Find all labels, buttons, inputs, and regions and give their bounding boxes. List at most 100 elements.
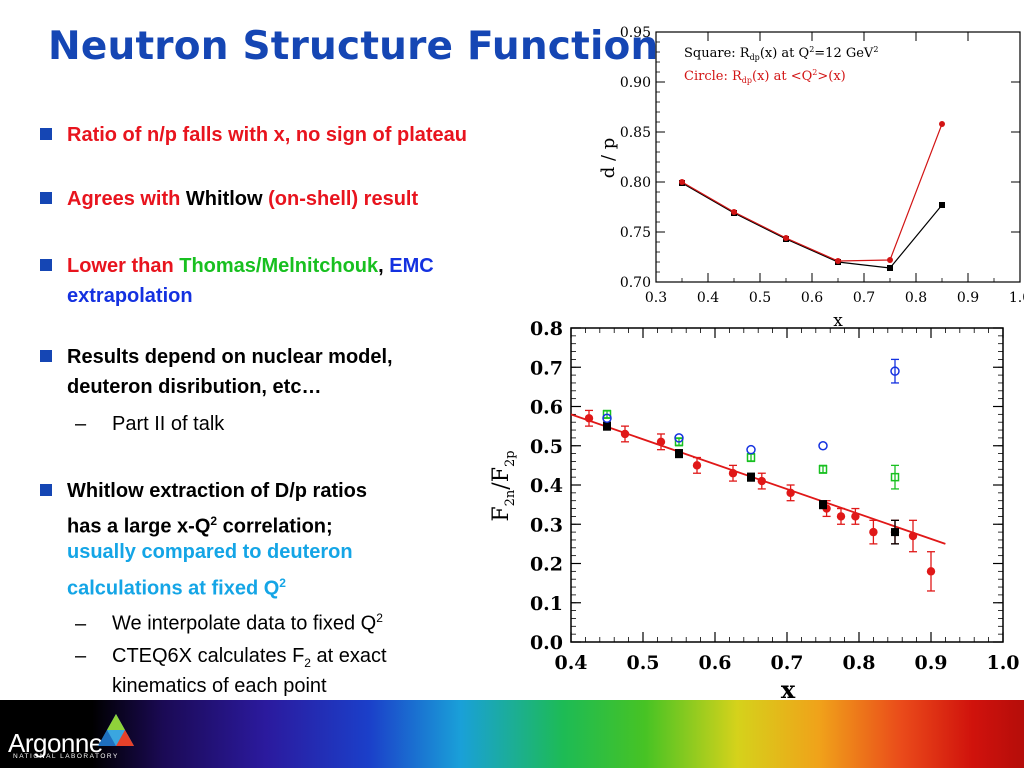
chart1-ylabel: d / p xyxy=(600,138,619,179)
data-point-circle xyxy=(939,121,945,127)
chart1-xtick-label: 0.6 xyxy=(801,290,823,306)
data-point-red xyxy=(851,512,860,521)
data-point-red xyxy=(757,476,766,486)
chart2-ytick-label: 0.2 xyxy=(530,554,563,576)
chart1-xtick-label: 0.8 xyxy=(905,290,927,306)
chart1-xtick-label: 0.3 xyxy=(645,290,667,306)
data-point-circle xyxy=(783,235,789,241)
data-point-red xyxy=(926,567,936,576)
data-point-black xyxy=(891,528,899,537)
dp-ratio-chart: 0.3 0.4 0.5 0.6 0.7 0.8 0.9 1.0 0.70 0.75 0.80 0.85… xyxy=(600,25,1024,330)
bullet-3-text-line2: extrapolation xyxy=(67,285,193,307)
chart1-xtick-label: 1.0 xyxy=(1009,290,1024,306)
bullet-5-text-line3: usually compared to deuteron xyxy=(67,541,353,563)
subbullet-3-line2: kinematics of each point xyxy=(112,675,327,697)
data-point-red xyxy=(786,488,795,498)
chart2-ytick-label: 0.1 xyxy=(530,593,563,615)
chart1-ytick-label: 0.70 xyxy=(620,275,651,291)
argonne-logo-icon xyxy=(98,714,134,746)
chart2-ytick-label: 0.4 xyxy=(530,475,563,497)
chart2-xtick-label: 0.4 xyxy=(554,652,587,674)
chart1-xtick-label: 0.7 xyxy=(853,290,875,306)
chart2-ytick-label: 0.6 xyxy=(530,397,563,419)
chart2-xlabel: x xyxy=(781,675,796,702)
chart1-ytick-label: 0.90 xyxy=(620,75,651,91)
data-point-blue xyxy=(746,444,756,455)
chart1-ytick-label: 0.80 xyxy=(620,175,651,191)
bullet-square-icon xyxy=(40,350,52,362)
data-point-square xyxy=(939,202,945,208)
data-point-green xyxy=(890,472,900,482)
data-point-blue xyxy=(602,413,612,424)
page-title: Neutron Structure Function xyxy=(48,24,659,69)
bullet-5-text-line4: calculations at fixed Q2 xyxy=(67,576,286,600)
footer-bar xyxy=(0,700,1024,768)
chart2-ytick-label: 0.0 xyxy=(530,632,563,654)
chart1-legend: Square: Rdp(x) at Q2=12 GeV2 Circle: Rdp… xyxy=(684,45,878,85)
data-point-black xyxy=(603,422,611,431)
data-point-blue xyxy=(674,433,684,443)
bullet-square-icon xyxy=(40,192,52,204)
data-point-red xyxy=(656,437,666,447)
data-point-green xyxy=(674,437,684,447)
data-point-red xyxy=(692,461,702,470)
chart1-xtick-label: 0.9 xyxy=(957,290,979,306)
chart1-ytick-label: 0.85 xyxy=(620,125,651,141)
chart2-ylabel: F2n/F2p xyxy=(489,450,518,521)
chart2-ytick-label: 0.8 xyxy=(530,318,563,340)
data-point-black xyxy=(819,500,827,509)
subbullet-3: – CTEQ6X calculates F2 at exact xyxy=(75,645,387,670)
chart1-xtick-label: 0.5 xyxy=(749,290,771,306)
bullet-5-text-line2: has a large x-Q2 correlation; xyxy=(67,514,333,538)
argonne-logo-subtitle: NATIONAL LABORATORY xyxy=(13,753,119,760)
bullet-4-text: Results depend on nuclear model, xyxy=(67,346,393,368)
chart2-ytick-label: 0.3 xyxy=(530,514,563,536)
bullet-1-text: Ratio of n/p falls with x, no sign of pl… xyxy=(67,124,468,146)
subbullet-2: – We interpolate data to fixed Q2 xyxy=(75,611,383,635)
chart2-xtick-label: 0.7 xyxy=(770,652,803,674)
chart2-xtick-label: 1.0 xyxy=(986,652,1019,674)
chart1-ytick-label: 0.75 xyxy=(620,225,651,241)
bullet-square-icon xyxy=(40,128,52,140)
bullet-square-icon xyxy=(40,259,52,271)
subbullet-1: – Part II of talk xyxy=(75,413,225,435)
chart2-ticks: 0.4 0.5 0.6 0.7 0.8 0.9 1.0 0.0 0.1 0.2 0.3 0.4 0.5 0… xyxy=(530,318,1020,674)
chart1-ticks: 0.3 0.4 0.5 0.6 0.7 0.8 0.9 1.0 0.70 0.75 0.80 0.85… xyxy=(620,25,1024,306)
chart2-xtick-label: 0.5 xyxy=(626,652,659,674)
data-point-red xyxy=(620,429,630,439)
chart2-xtick-label: 0.9 xyxy=(914,652,947,674)
bullet-2-text: Agrees with Whitlow (on-shell) result xyxy=(67,188,419,210)
data-point-green xyxy=(602,410,612,419)
series-line-square xyxy=(681,182,943,269)
data-point-square xyxy=(887,265,893,271)
f2n-f2p-chart: 0.4 0.5 0.6 0.7 0.8 0.9 1.0 0.0 0.1 0.2 0.3 0.4 0.5 0… xyxy=(489,318,1020,702)
bullet-4-text-line2: deuteron disribution, etc… xyxy=(67,376,322,398)
bullet-3-text: Lower than Thomas/Melnitchouk, EMC xyxy=(67,255,434,277)
data-point-black xyxy=(675,449,683,458)
chart2-ytick-label: 0.7 xyxy=(530,357,563,379)
chart2-xtick-label: 0.6 xyxy=(698,652,731,674)
chart1-xlabel: x xyxy=(833,311,843,330)
chart1-ytick-label: 0.95 xyxy=(620,25,651,41)
data-point-red xyxy=(869,527,878,537)
chart1-xtick-label: 0.4 xyxy=(697,290,719,306)
data-point-black xyxy=(747,473,755,482)
data-point-circle xyxy=(887,257,893,263)
data-point-blue xyxy=(818,441,828,451)
series-line-circle xyxy=(681,123,943,262)
chart2-ytick-label: 0.5 xyxy=(530,436,563,458)
chart1-data xyxy=(679,121,945,271)
data-point-circle xyxy=(731,209,737,215)
chart2-data xyxy=(570,358,946,592)
data-point-circle xyxy=(835,258,841,264)
data-point-green xyxy=(818,465,828,474)
chart2-xtick-label: 0.8 xyxy=(842,652,875,674)
data-point-blue xyxy=(890,366,900,376)
data-point-red xyxy=(836,512,846,521)
data-point-circle xyxy=(679,179,685,185)
data-point-red xyxy=(728,469,738,478)
argonne-logo-text: Argonne xyxy=(8,728,103,758)
legend-square: Square: Rdp(x) at Q2=12 GeV2 xyxy=(684,45,878,62)
bullet-5-text: Whitlow extraction of D/p ratios xyxy=(67,480,368,502)
data-point-red xyxy=(584,414,594,423)
